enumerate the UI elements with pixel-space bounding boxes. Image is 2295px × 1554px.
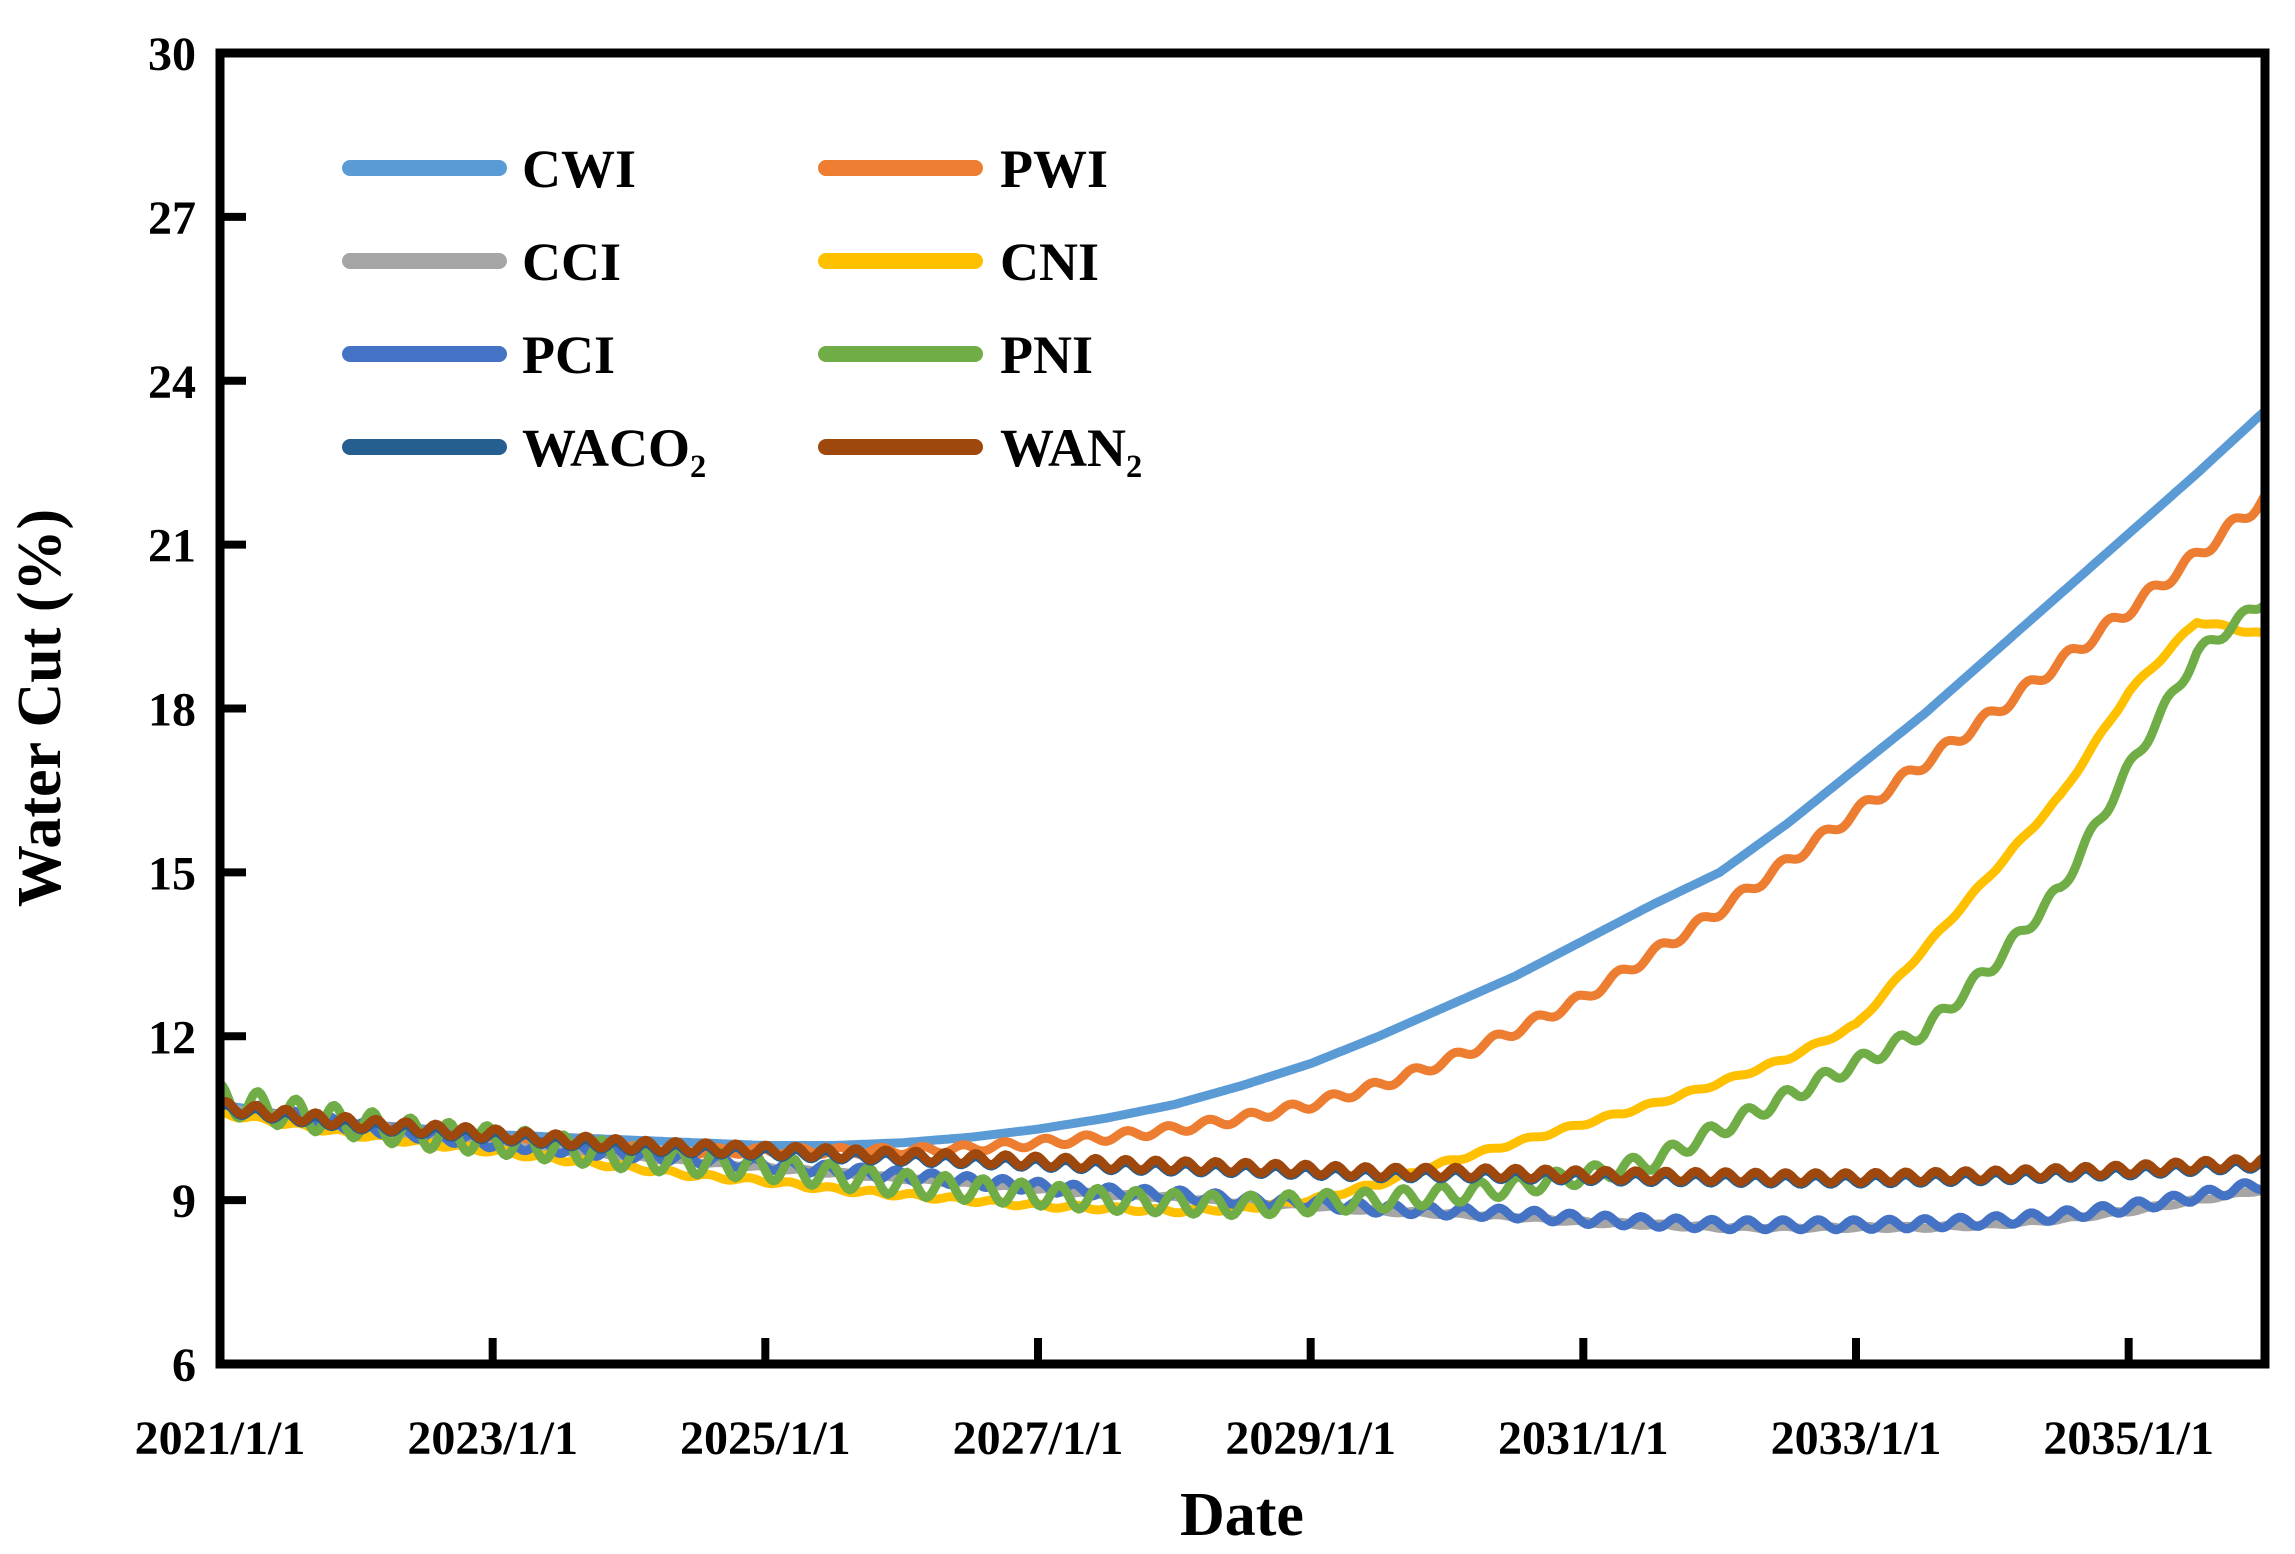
legend-label-WAN₂: WAN₂ [1000,418,1142,478]
y-tick-label-30: 30 [148,28,196,81]
x-tick-label-2021: 2021/1/1 [135,1412,306,1465]
legend-item-CWI: CWI [342,139,636,199]
y-tick-label-18: 18 [148,684,196,737]
x-tick-label-2029: 2029/1/1 [1225,1412,1396,1465]
legend-label-CWI: CWI [522,139,636,199]
legend-item-CNI: CNI [818,232,1099,292]
legend-label-PNI: PNI [1000,325,1093,385]
x-axis-title: Date [1180,1481,1304,1549]
series-CWI-line [216,406,2269,1150]
y-tick-label-24: 24 [148,356,196,409]
y-tick-label-12: 12 [148,1011,196,1064]
legend-item-PNI: PNI [818,325,1093,385]
x-tick-label-2035: 2035/1/1 [2043,1412,2214,1465]
legend-item-CCI: CCI [342,232,621,292]
x-tick-label-2033: 2033/1/1 [1771,1412,1942,1465]
legend-label-WACO₂: WACO₂ [522,418,706,478]
x-tick-label-2031: 2031/1/1 [1498,1412,1669,1465]
series-CNI-line [216,618,2269,1218]
legend-swatch-CWI [342,160,507,176]
y-tick-label-9: 9 [172,1175,196,1228]
axis-layer: 30 27 24 21 18 15 12 9 6 2021/1/1 2023/1/1 2025/1/1… [135,28,2270,1465]
series-layer [216,406,2269,1235]
legend-swatch-PWI [818,160,983,176]
legend-swatch-CNI [818,253,983,269]
legend-swatch-WACO₂ [342,439,507,455]
legend-item-WACO₂: WACO₂ [342,418,706,478]
legend-label-CNI: CNI [1000,232,1099,292]
legend-item-PCI: PCI [342,325,615,385]
y-tick-label-15: 15 [148,847,196,900]
legend-layer: CWI CCI PCI WACO₂ PWI CNI PNI WAN₂ [342,139,1142,478]
legend-item-WAN₂: WAN₂ [818,418,1142,478]
y-tick-label-21: 21 [148,520,196,573]
y-axis-title: Water Cut (%) [6,509,74,907]
legend-swatch-PNI [818,346,983,362]
legend-swatch-WAN₂ [818,439,983,455]
y-tick-label-6: 6 [172,1339,196,1392]
x-tick-label-2023: 2023/1/1 [407,1412,578,1465]
x-tick-label-2025: 2025/1/1 [680,1412,851,1465]
y-tick-label-27: 27 [148,192,196,245]
legend-label-CCI: CCI [522,232,621,292]
legend-label-PCI: PCI [522,325,615,385]
x-tick-label-2027: 2027/1/1 [953,1412,1124,1465]
legend-label-PWI: PWI [1000,139,1108,199]
legend-item-PWI: PWI [818,139,1108,199]
legend-swatch-CCI [342,253,507,269]
legend-swatch-PCI [342,346,507,362]
series-PWI-line [216,490,2269,1160]
series-WAN₂-line [216,1097,2269,1188]
